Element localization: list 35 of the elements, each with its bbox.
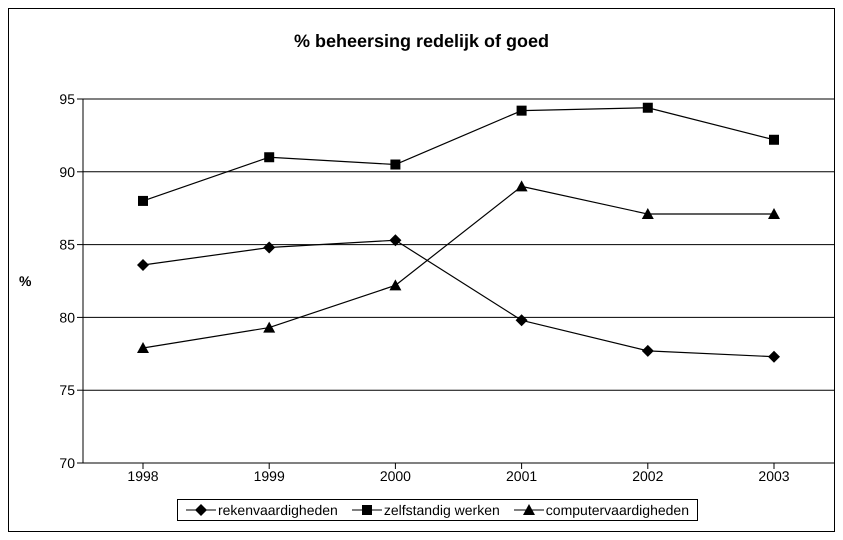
y-axis-title: % [19, 272, 32, 289]
point [137, 342, 149, 353]
point [516, 180, 528, 192]
point [769, 134, 779, 145]
x-tick-label: 2003 [758, 468, 790, 484]
point [642, 102, 653, 113]
y-tick-label: 70 [59, 454, 76, 471]
y-tick-label: 95 [59, 90, 76, 107]
chart-title: % beheersing redelijk of goed [292, 31, 550, 52]
point [516, 314, 528, 326]
point [263, 242, 276, 254]
point [264, 152, 274, 162]
y-tick-label: 85 [59, 236, 76, 253]
y-tick-label: 90 [59, 164, 76, 180]
legend-label: zelfstandig werken [384, 502, 500, 518]
x-tick-label: 2000 [380, 468, 412, 484]
x-tick-label: 1999 [254, 468, 285, 484]
point [390, 160, 400, 170]
legend-label: rekenvaardigheden [218, 502, 338, 518]
y-tick-label: 80 [59, 309, 76, 326]
x-tick-label: 2001 [506, 468, 538, 484]
legend-label: computervaardigheden [546, 502, 690, 518]
point [768, 350, 780, 363]
point [516, 106, 527, 116]
point [263, 322, 276, 333]
point [389, 234, 402, 246]
point [138, 196, 148, 206]
point [642, 344, 654, 357]
y-tick-label: 75 [59, 382, 76, 398]
point [642, 208, 654, 220]
x-tick-label: 1998 [127, 468, 159, 484]
point [389, 279, 402, 290]
x-tick-label: 2002 [632, 468, 664, 484]
point [768, 208, 780, 220]
point [137, 258, 149, 271]
